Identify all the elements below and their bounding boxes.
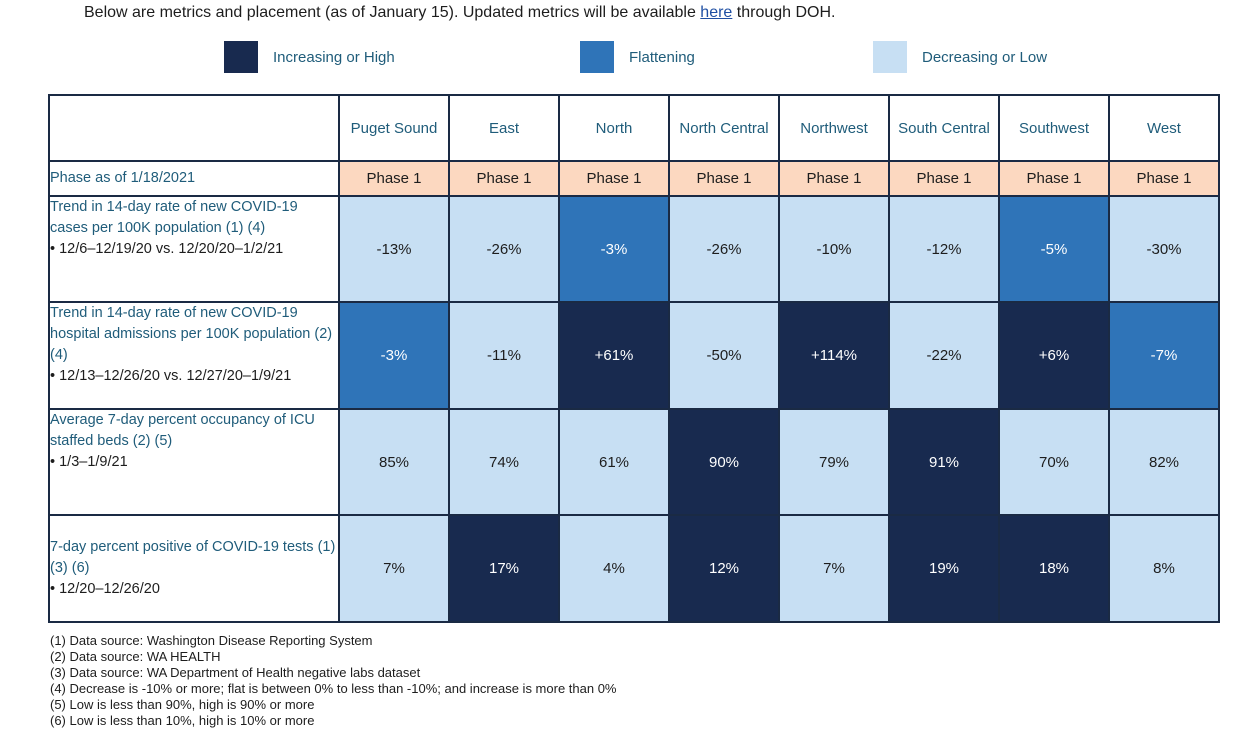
intro-text-after: through DOH. [732,4,836,21]
metric-value-cell: 90% [668,408,780,516]
phase-cell: Phase 1 [998,160,1110,197]
metric-value-cell: +6% [998,301,1110,410]
metric-value-cell: 70% [998,408,1110,516]
legend-label-low: Decreasing or Low [922,48,1048,66]
metric-row-hospital-trend: Trend in 14-day rate of new COVID-19 hos… [48,301,1220,410]
metric-value-cell: -10% [778,195,890,303]
metric-date-range: 12/6–12/19/20 vs. 12/20/20–1/2/21 [50,239,338,260]
legend-item-flattening: Flattening [580,41,695,73]
region-header: North Central [668,94,780,162]
region-header: West [1108,94,1220,162]
metric-value-cell: -26% [668,195,780,303]
phase-row: Phase as of 1/18/2021 Phase 1 Phase 1 Ph… [48,160,1220,197]
phase-cell: Phase 1 [448,160,560,197]
metric-value-cell: 61% [558,408,670,516]
metric-row-test-positivity: 7-day percent positive of COVID-19 tests… [48,514,1220,623]
metric-value-cell: 12% [668,514,780,623]
metric-value-cell: -22% [888,301,1000,410]
metric-title: 7-day percent positive of COVID-19 tests… [50,539,336,576]
metric-value-cell: 7% [778,514,890,623]
metric-value-cell: 74% [448,408,560,516]
footnote: (2) Data source: WA HEALTH [50,649,221,664]
metric-row-icu-occupancy: Average 7-day percent occupancy of ICU s… [48,408,1220,516]
metric-value-cell: -30% [1108,195,1220,303]
metric-value-cell: 91% [888,408,1000,516]
metric-value-cell: 79% [778,408,890,516]
legend-label-high: Increasing or High [273,48,395,66]
table-corner-cell [48,94,340,162]
metric-date-range: 1/3–1/9/21 [50,452,338,473]
metric-value-cell: 85% [338,408,450,516]
metric-value-cell: -11% [448,301,560,410]
metric-value-cell: -12% [888,195,1000,303]
footnote: (4) Decrease is -10% or more; flat is be… [50,681,617,696]
legend-swatch-flat [580,41,614,73]
region-header-row: Puget Sound East North North Central Nor… [48,94,1220,162]
metric-value-cell: +114% [778,301,890,410]
metric-label: Average 7-day percent occupancy of ICU s… [48,408,340,516]
metric-value-cell: 18% [998,514,1110,623]
phase-cell: Phase 1 [1108,160,1220,197]
region-header: Southwest [998,94,1110,162]
metric-value-cell: 82% [1108,408,1220,516]
metric-row-case-trend: Trend in 14-day rate of new COVID-19 cas… [48,195,1220,303]
metric-value-cell: -13% [338,195,450,303]
metric-value-cell: 17% [448,514,560,623]
region-header: Northwest [778,94,890,162]
metric-title: Trend in 14-day rate of new COVID-19 cas… [50,199,298,236]
phase-cell: Phase 1 [778,160,890,197]
regional-metrics-table: Puget Sound East North North Central Nor… [48,94,1220,623]
color-legend: Increasing or High Flattening Decreasing… [0,41,1248,75]
metric-title: Average 7-day percent occupancy of ICU s… [50,412,315,449]
metric-value-cell: -26% [448,195,560,303]
region-header: East [448,94,560,162]
intro-text-before: Below are metrics and placement (as of J… [84,4,701,21]
metric-label: Trend in 14-day rate of new COVID-19 hos… [48,301,340,410]
phase-cell: Phase 1 [558,160,670,197]
doh-metrics-link[interactable]: here [700,4,733,21]
metric-value-cell: -50% [668,301,780,410]
metric-value-cell: -3% [338,301,450,410]
metric-value-cell: -5% [998,195,1110,303]
legend-label-flat: Flattening [629,48,695,66]
footnote: (1) Data source: Washington Disease Repo… [50,633,373,648]
phase-cell: Phase 1 [888,160,1000,197]
metric-value-cell: 7% [338,514,450,623]
footnotes: (1) Data source: Washington Disease Repo… [50,633,617,729]
footnote: (3) Data source: WA Department of Health… [50,665,421,680]
region-header: North [558,94,670,162]
footnote: (6) Low is less than 10%, high is 10% or… [50,713,315,728]
legend-swatch-high [224,41,258,73]
metric-value-cell: 19% [888,514,1000,623]
phase-cell: Phase 1 [338,160,450,197]
metric-value-cell: -3% [558,195,670,303]
region-header: Puget Sound [338,94,450,162]
metric-value-cell: -7% [1108,301,1220,410]
phase-row-label: Phase as of 1/18/2021 [48,160,340,197]
region-header: South Central [888,94,1000,162]
metric-title: Trend in 14-day rate of new COVID-19 hos… [50,305,333,363]
metric-value-cell: 8% [1108,514,1220,623]
legend-item-increasing: Increasing or High [224,41,395,73]
metric-value-cell: 4% [558,514,670,623]
legend-item-decreasing: Decreasing or Low [873,41,1047,73]
metric-date-range: 12/13–12/26/20 vs. 12/27/20–1/9/21 [50,366,338,387]
metric-label: Trend in 14-day rate of new COVID-19 cas… [48,195,340,303]
metric-value-cell: +61% [558,301,670,410]
metric-date-range: 12/20–12/26/20 [50,579,338,600]
intro-text: Below are metrics and placement (as of J… [84,4,835,22]
metric-label: 7-day percent positive of COVID-19 tests… [48,514,340,623]
legend-swatch-low [873,41,907,73]
phase-cell: Phase 1 [668,160,780,197]
footnote: (5) Low is less than 90%, high is 90% or… [50,697,315,712]
